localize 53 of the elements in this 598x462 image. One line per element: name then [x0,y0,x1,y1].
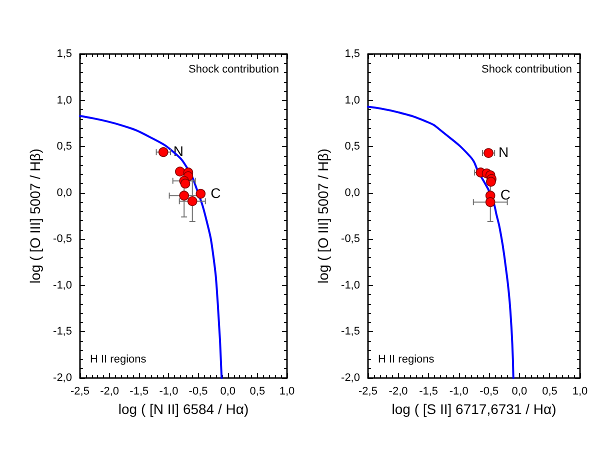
x-tick-label: -2,5 [70,386,90,398]
y-tick-label: 1,5 [56,48,72,60]
annotation: C [210,184,221,201]
y-axis-title: log ( [O III] 5007 / Hβ) [315,148,331,284]
annotation: Shock contribution [482,64,572,76]
x-tick-label: -2,0 [388,386,408,398]
y-tick-label: -1,0 [341,279,360,292]
x-tick-label: -1,0 [159,386,178,398]
y-tick-label: 0,0 [56,186,72,199]
y-tick-label: -0,5 [341,233,360,246]
x-tick-label: 0,0 [220,386,236,398]
annotation: C [500,186,510,203]
x-tick-label: -1,5 [419,386,438,398]
x-tick-label: -2,0 [100,386,120,398]
x-tick-label: -0,5 [188,386,208,398]
x-tick-label: 0,5 [250,386,266,398]
y-tick-label: 0,0 [344,186,360,199]
point [485,197,496,208]
x-axis-title: log ( [S II] 6717,6731 / Hα) [392,401,556,417]
point [179,190,189,201]
x-axis-title: log ( [N II] 6584 / Hα) [118,401,249,417]
point [175,166,185,176]
y-tick-label: -0,5 [53,233,72,246]
x-tick-label: 1,0 [572,386,588,398]
line-series [367,106,514,379]
point [484,148,494,158]
x-tick-label: 0,5 [542,386,558,398]
y-tick-label: 1,0 [344,94,360,106]
y-tick-label: 1,0 [56,94,72,106]
annotation: H II regions [90,354,147,366]
point [187,196,198,206]
x-tick-label: -2,5 [358,386,378,398]
y-tick-label: -1,5 [341,326,360,338]
y-tick-label: -2,0 [53,372,72,384]
annotation: Shock contribution [188,64,279,76]
annotation: H II regions [378,354,435,366]
y-tick-label: -2,0 [341,372,360,384]
y-axis-title: log ( [O III] 5007 / Hβ) [27,148,43,284]
point [180,178,190,188]
y-tick-label: 0,5 [344,140,360,153]
point [486,176,496,187]
x-tick-label: 1,0 [279,386,295,398]
point [158,147,168,158]
y-tick-label: -1,0 [53,279,72,292]
line-series [79,115,223,379]
y-tick-label: 0,5 [56,140,72,153]
x-tick-label: -1,0 [449,386,468,398]
x-tick-label: -1,5 [130,386,149,398]
x-tick-label: -0,5 [480,386,499,398]
y-tick-label: -1,5 [53,326,72,338]
y-tick-label: 1,5 [344,48,360,60]
annotation: N [498,144,509,160]
x-tick-label: 0,0 [512,386,528,398]
